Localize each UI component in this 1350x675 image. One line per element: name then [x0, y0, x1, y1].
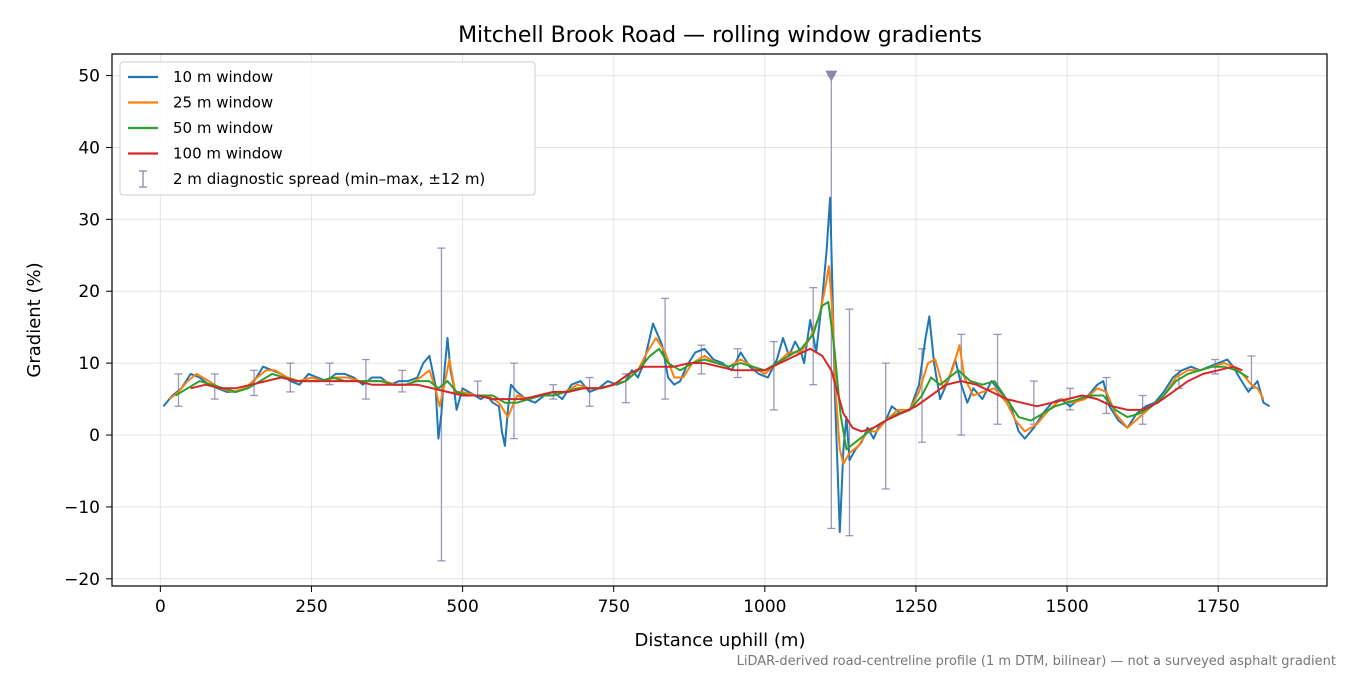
x-tick-label: 1750	[1197, 597, 1240, 617]
y-tick-label: −10	[64, 498, 100, 518]
y-tick-label: 50	[78, 67, 100, 87]
x-tick-label: 500	[446, 597, 478, 617]
clipped-marker	[825, 70, 838, 82]
y-tick-label: 10	[78, 354, 100, 374]
chart-title: Mitchell Brook Road — rolling window gra…	[458, 23, 982, 48]
legend-label: 25 m window	[173, 94, 273, 112]
spread-bar	[361, 358, 370, 400]
legend-entry: 25 m window	[128, 94, 273, 112]
x-tick-label: 1000	[743, 597, 786, 617]
x-tick-label: 250	[295, 597, 327, 617]
plot-frame	[111, 53, 1328, 587]
clipped-triangle-marker	[825, 70, 838, 82]
legend-label: 50 m window	[173, 119, 273, 137]
legend-label: 2 m diagnostic spread (min–max, ±12 m)	[173, 170, 485, 188]
series-line	[190, 347, 1243, 433]
spread-bar	[661, 297, 670, 400]
legend-entry: 2 m diagnostic spread (min–max, ±12 m)	[139, 170, 485, 188]
axis-ticks: 0 250 500 750 1000 1250 1500 1750 −20 −10 0 10 20 30 4…	[64, 67, 1240, 617]
series-lines	[162, 196, 1271, 534]
legend-label: 10 m window	[173, 68, 273, 86]
spread-bar	[769, 340, 778, 411]
legend-entry: 50 m window	[128, 119, 273, 137]
series-line	[174, 301, 1249, 451]
footnote: LiDAR-derived road-centreline profile (1…	[737, 654, 1336, 669]
y-axis-label: Gradient (%)	[24, 262, 45, 377]
legend-label: 100 m window	[173, 145, 283, 163]
spread-bar	[881, 362, 890, 490]
y-tick-label: −20	[64, 570, 100, 590]
spread-bar	[993, 333, 1002, 425]
legend: 10 m window 25 m window 50 m window 100 m w…	[119, 61, 536, 196]
spread-bar	[250, 369, 259, 397]
legend-entry: 10 m window	[128, 68, 273, 86]
y-tick-label: 30	[78, 210, 100, 230]
x-tick-label: 750	[597, 597, 629, 617]
grid	[112, 54, 1327, 586]
x-tick-label: 0	[155, 597, 166, 617]
legend-box	[119, 61, 536, 196]
y-tick-label: 20	[78, 282, 100, 302]
x-tick-label: 1250	[894, 597, 937, 617]
y-tick-label: 40	[78, 138, 100, 158]
x-axis-label: Distance uphill (m)	[635, 630, 806, 651]
legend-entry: 100 m window	[128, 145, 283, 163]
y-tick-label: 0	[89, 426, 100, 446]
spread-bar	[473, 380, 482, 397]
x-tick-label: 1500	[1045, 597, 1088, 617]
